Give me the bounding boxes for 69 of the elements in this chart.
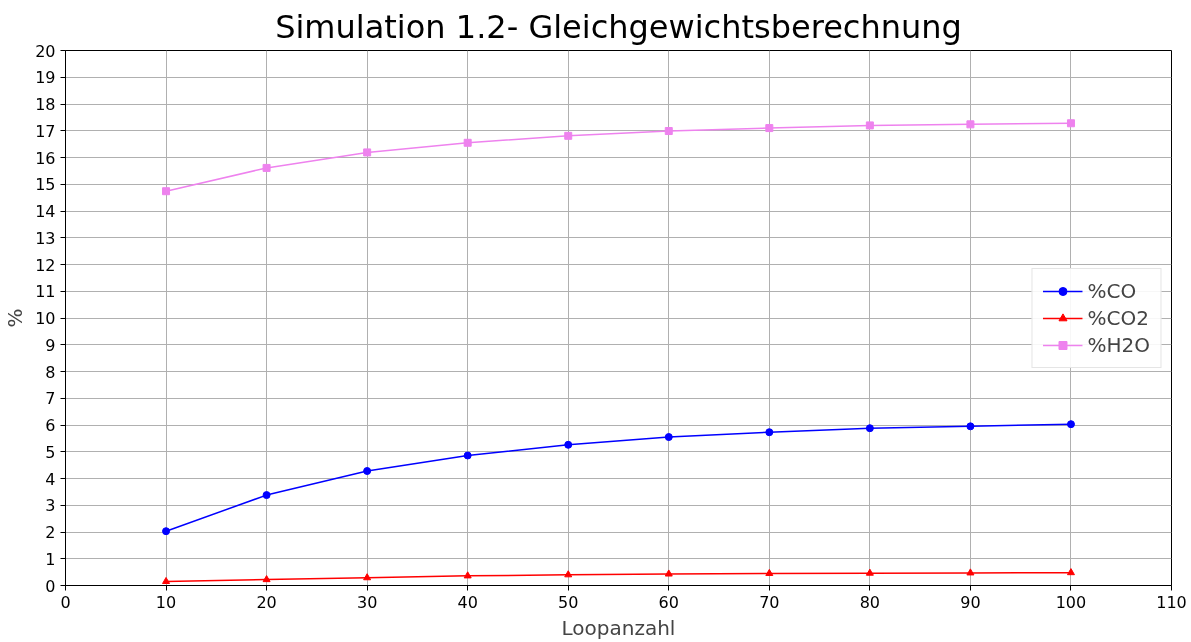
y-tick-label: 13 — [35, 228, 56, 248]
point — [463, 138, 472, 147]
x-tick-label: 90 — [960, 592, 981, 612]
point — [765, 428, 774, 437]
point — [966, 422, 975, 431]
x-tick-label: 30 — [356, 592, 378, 612]
point — [463, 451, 472, 460]
point — [1066, 420, 1075, 429]
point — [363, 467, 372, 475]
point — [162, 527, 171, 536]
y-tick-label: 4 — [45, 469, 56, 489]
point — [564, 440, 573, 449]
x-tick-label: 70 — [759, 592, 780, 612]
chart-title: Simulation 1.2- Gleichgewichtsberechnung — [275, 7, 962, 46]
point — [564, 131, 573, 140]
point — [664, 127, 673, 136]
y-tick-label: 15 — [35, 175, 56, 195]
point — [463, 571, 472, 579]
y-tick-label: 8 — [45, 362, 56, 382]
y-tick-label: 5 — [45, 442, 56, 462]
y-tick-label: 20 — [35, 41, 56, 61]
point — [162, 187, 171, 196]
point — [564, 570, 573, 578]
y-tick-label: 3 — [45, 496, 56, 516]
y-axis-title: % — [3, 308, 28, 328]
y-tick-label: 1 — [45, 549, 56, 569]
x-tick-label: 100 — [1055, 592, 1087, 612]
y-tick-label: 17 — [35, 121, 56, 141]
x-tick-label: 20 — [256, 592, 277, 612]
legend-label: %CO2 — [1087, 305, 1149, 330]
x-tick-label: 0 — [60, 592, 71, 612]
y-tick-label: 18 — [35, 95, 56, 114]
point — [765, 124, 774, 133]
point — [664, 569, 673, 577]
x-tick-label: 110 — [1156, 592, 1187, 612]
point — [262, 163, 271, 172]
point — [363, 573, 372, 581]
point — [765, 568, 774, 576]
x-tick-label: 10 — [155, 592, 177, 612]
x-axis-title: Loopanzahl — [561, 615, 676, 640]
point — [262, 491, 271, 500]
point — [966, 568, 975, 576]
y-tick-label: 2 — [45, 523, 56, 542]
y-tick-label: 0 — [45, 576, 56, 596]
legend-label: %CO — [1087, 278, 1137, 303]
point — [966, 120, 975, 129]
x-tick-label: 80 — [859, 592, 881, 612]
y-tick-label: 12 — [35, 255, 56, 275]
point — [1066, 119, 1075, 128]
point — [262, 575, 271, 583]
point — [1066, 568, 1075, 576]
point — [865, 121, 874, 130]
y-tick-label: 6 — [45, 416, 56, 435]
x-tick-label: 60 — [658, 592, 679, 612]
point — [865, 424, 874, 433]
point — [363, 148, 372, 157]
x-tick-label: 50 — [558, 592, 579, 612]
y-tick-label: 11 — [35, 282, 56, 302]
legend-label: %H2O — [1087, 332, 1150, 357]
y-tick-label: 9 — [45, 335, 56, 355]
point — [162, 576, 171, 585]
y-tick-label: 7 — [45, 389, 56, 409]
x-tick-label: 40 — [457, 592, 478, 612]
point — [865, 568, 874, 576]
y-tick-label: 10 — [35, 309, 56, 328]
y-tick-label: 14 — [35, 202, 56, 221]
y-tick-label: 19 — [35, 68, 56, 88]
point — [664, 433, 673, 442]
y-tick-label: 16 — [35, 148, 56, 168]
